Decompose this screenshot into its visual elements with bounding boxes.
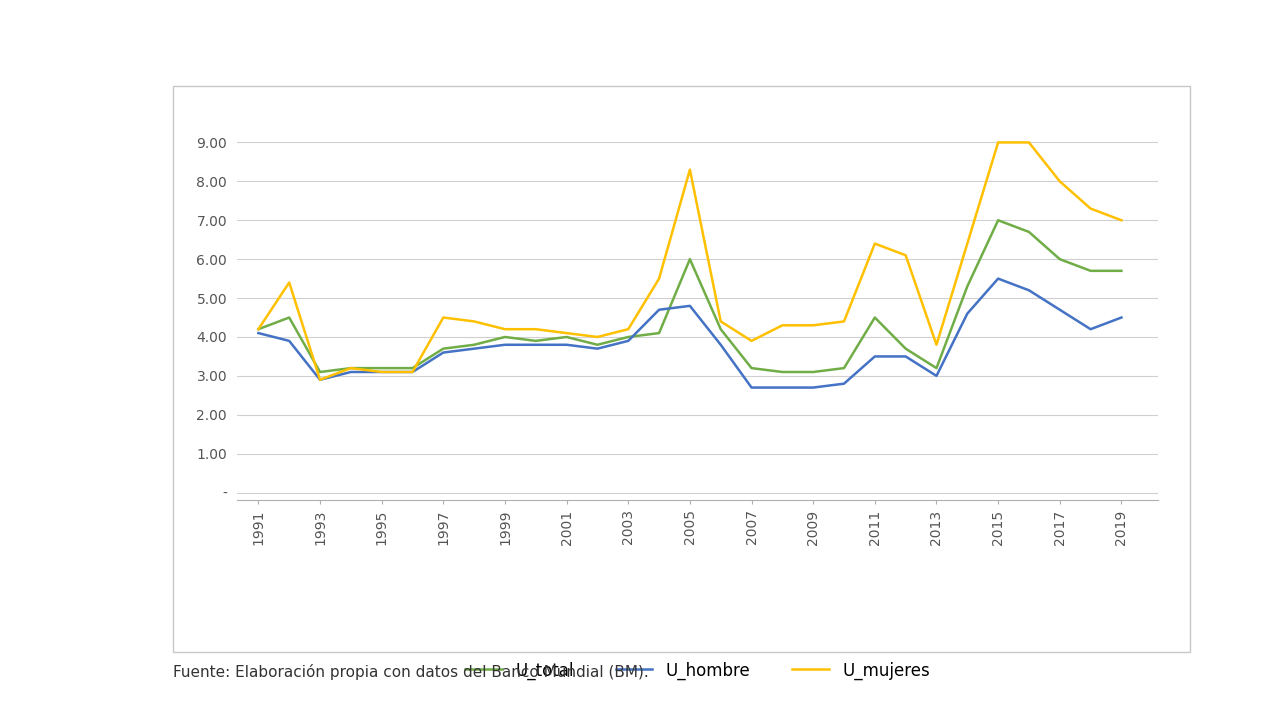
U_total (867, 313, 882, 322)
U_total (1021, 228, 1037, 236)
U_hombre (774, 383, 790, 392)
U_mujeres (590, 333, 605, 341)
U_mujeres (1052, 177, 1068, 186)
U_mujeres (991, 138, 1006, 147)
U_mujeres (404, 368, 420, 377)
U_mujeres (559, 329, 575, 338)
U_total (529, 336, 544, 345)
U_total (343, 364, 358, 372)
U_mujeres (682, 166, 698, 174)
U_mujeres (960, 239, 975, 248)
U_hombre (1052, 305, 1068, 314)
U_mujeres (836, 317, 851, 325)
U_hombre (744, 383, 759, 392)
U_hombre (652, 305, 667, 314)
U_mujeres (282, 278, 297, 287)
U_total (1083, 266, 1098, 275)
U_total (251, 325, 266, 333)
U_hombre (529, 341, 544, 349)
U_total (682, 255, 698, 264)
U_hombre (682, 302, 698, 310)
U_mujeres (899, 251, 914, 260)
U_hombre (466, 344, 481, 353)
U_mujeres (744, 336, 759, 345)
U_hombre (929, 372, 945, 380)
U_total (774, 368, 790, 377)
U_mujeres (466, 317, 481, 325)
U_total (991, 216, 1006, 225)
U_mujeres (805, 321, 820, 330)
U_total (404, 364, 420, 372)
U_mujeres (1083, 204, 1098, 213)
U_mujeres (529, 325, 544, 333)
Line: U_mujeres: U_mujeres (259, 143, 1121, 379)
U_mujeres (1021, 138, 1037, 147)
U_total (312, 368, 328, 377)
Text: Fuente: Elaboración propia con datos del Banco Mundial (BM).: Fuente: Elaboración propia con datos del… (173, 665, 649, 680)
U_total (836, 364, 851, 372)
U_total (497, 333, 512, 341)
U_hombre (805, 383, 820, 392)
Legend: U_total, U_hombre, U_mujeres: U_total, U_hombre, U_mujeres (458, 655, 937, 687)
U_total (899, 344, 914, 353)
U_total (652, 329, 667, 338)
U_hombre (590, 344, 605, 353)
U_total (1052, 255, 1068, 264)
U_hombre (899, 352, 914, 361)
U_mujeres (343, 364, 358, 372)
U_hombre (435, 348, 451, 357)
U_hombre (836, 379, 851, 388)
U_total (559, 333, 575, 341)
U_hombre (559, 341, 575, 349)
U_mujeres (435, 313, 451, 322)
U_total (744, 364, 759, 372)
U_total (713, 325, 728, 333)
U_total (929, 364, 945, 372)
U_total (435, 344, 451, 353)
U_hombre (1021, 286, 1037, 294)
U_total (805, 368, 820, 377)
U_hombre (343, 368, 358, 377)
U_hombre (497, 341, 512, 349)
U_hombre (312, 375, 328, 384)
U_hombre (1114, 313, 1129, 322)
U_total (374, 364, 389, 372)
U_mujeres (374, 368, 389, 377)
Line: U_hombre: U_hombre (259, 279, 1121, 387)
U_hombre (991, 274, 1006, 283)
U_mujeres (867, 239, 882, 248)
U_total (621, 333, 636, 341)
U_mujeres (621, 325, 636, 333)
U_hombre (404, 368, 420, 377)
U_mujeres (929, 341, 945, 349)
U_total (466, 341, 481, 349)
U_mujeres (497, 325, 512, 333)
U_hombre (374, 368, 389, 377)
U_hombre (621, 336, 636, 345)
U_mujeres (652, 274, 667, 283)
U_total (960, 282, 975, 291)
U_hombre (960, 310, 975, 318)
U_hombre (251, 329, 266, 338)
U_mujeres (312, 375, 328, 384)
U_mujeres (251, 325, 266, 333)
U_mujeres (774, 321, 790, 330)
Line: U_total: U_total (259, 220, 1121, 372)
U_hombre (282, 336, 297, 345)
U_total (282, 313, 297, 322)
U_hombre (713, 341, 728, 349)
U_mujeres (1114, 216, 1129, 225)
U_total (590, 341, 605, 349)
U_hombre (1083, 325, 1098, 333)
U_mujeres (713, 317, 728, 325)
U_hombre (867, 352, 882, 361)
U_total (1114, 266, 1129, 275)
